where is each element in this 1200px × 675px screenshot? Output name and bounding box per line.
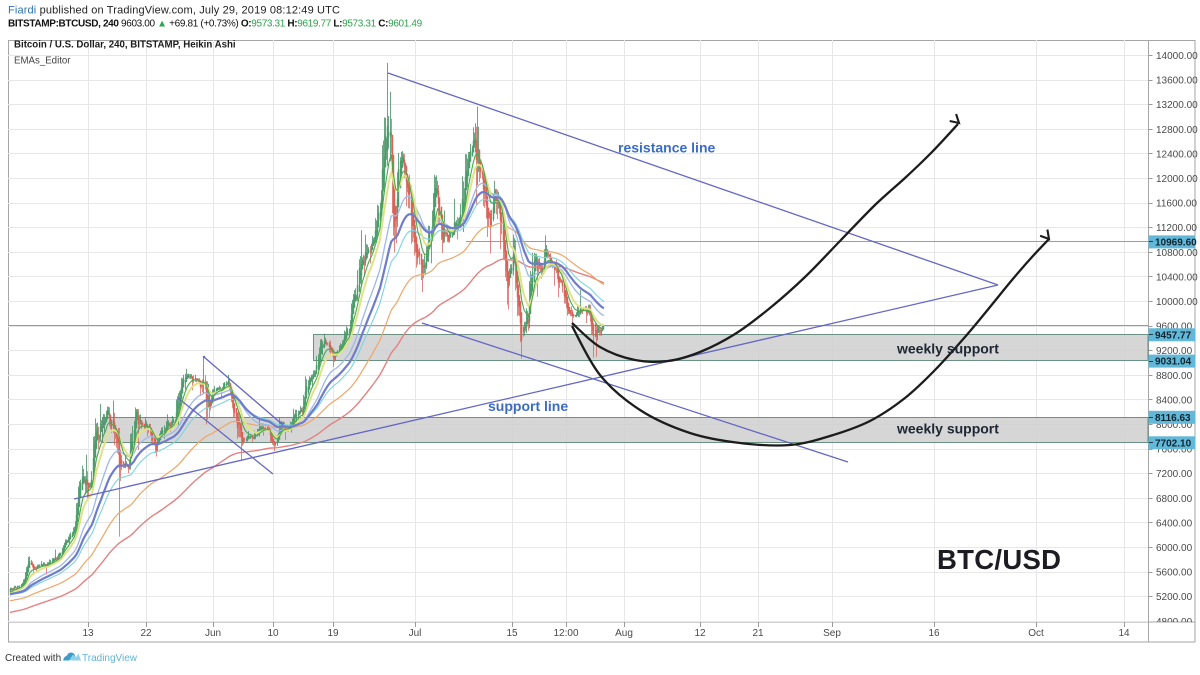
svg-text:16: 16	[928, 628, 940, 639]
svg-text:10000.00: 10000.00	[1156, 297, 1198, 308]
svg-text:BTC/USD: BTC/USD	[937, 544, 1061, 575]
svg-text:11600.00: 11600.00	[1156, 199, 1197, 210]
svg-text:Jun: Jun	[205, 628, 221, 639]
svg-text:6800.00: 6800.00	[1156, 494, 1193, 505]
svg-text:Oct: Oct	[1028, 628, 1044, 639]
svg-text:9600.00: 9600.00	[1156, 322, 1193, 333]
svg-text:7600.00: 7600.00	[1156, 445, 1193, 456]
svg-text:9457.77: 9457.77	[1155, 330, 1192, 341]
svg-text:Bitcoin / U.S. Dollar, 240, BI: Bitcoin / U.S. Dollar, 240, BITSTAMP, He…	[14, 40, 236, 51]
svg-text:weekly support: weekly support	[896, 421, 999, 437]
svg-text:10800.00: 10800.00	[1156, 248, 1198, 259]
svg-text:15: 15	[506, 628, 518, 639]
svg-text:9031.04: 9031.04	[1155, 357, 1192, 368]
svg-text:10400.00: 10400.00	[1156, 272, 1198, 283]
svg-text:14: 14	[1118, 628, 1130, 639]
svg-text:Sep: Sep	[823, 628, 841, 639]
svg-text:12000.00: 12000.00	[1156, 174, 1198, 185]
svg-text:12800.00: 12800.00	[1156, 125, 1198, 136]
svg-text:Created with: Created with	[5, 653, 61, 664]
svg-text:13600.00: 13600.00	[1156, 76, 1198, 87]
svg-text:6400.00: 6400.00	[1156, 518, 1193, 529]
svg-text:12: 12	[694, 628, 706, 639]
svg-text:Aug: Aug	[615, 628, 633, 639]
svg-text:10969.60: 10969.60	[1155, 237, 1197, 248]
svg-text:EMAs_Editor: EMAs_Editor	[14, 56, 71, 67]
svg-text:Jul: Jul	[409, 628, 422, 639]
svg-text:6000.00: 6000.00	[1156, 543, 1193, 554]
svg-text:8116.63: 8116.63	[1155, 413, 1191, 424]
svg-text:Fiardi published on TradingVie: Fiardi published on TradingView.com, Jul…	[8, 4, 340, 16]
svg-text:12:00: 12:00	[553, 628, 578, 639]
svg-text:5600.00: 5600.00	[1156, 568, 1193, 579]
svg-text:8000.00: 8000.00	[1156, 420, 1193, 431]
svg-text:10: 10	[267, 628, 279, 639]
svg-text:5200.00: 5200.00	[1156, 592, 1193, 603]
svg-text:22: 22	[140, 628, 152, 639]
svg-text:TradingView: TradingView	[82, 653, 138, 664]
svg-text:4800.00: 4800.00	[1156, 617, 1193, 628]
svg-text:resistance line: resistance line	[618, 140, 715, 156]
svg-text:14000.00: 14000.00	[1156, 51, 1198, 62]
svg-text:21: 21	[752, 628, 764, 639]
svg-text:13: 13	[82, 628, 94, 639]
svg-text:support line: support line	[488, 398, 568, 414]
svg-text:7200.00: 7200.00	[1156, 469, 1193, 480]
svg-text:12400.00: 12400.00	[1156, 149, 1198, 160]
svg-text:weekly support: weekly support	[896, 341, 999, 357]
svg-text:8400.00: 8400.00	[1156, 395, 1193, 406]
svg-text:8800.00: 8800.00	[1156, 371, 1193, 382]
svg-text:13200.00: 13200.00	[1156, 100, 1198, 111]
svg-text:BITSTAMP:BTCUSD, 240 9603.00 ▲: BITSTAMP:BTCUSD, 240 9603.00 ▲ +69.81 (+…	[8, 18, 423, 29]
svg-text:9200.00: 9200.00	[1156, 346, 1193, 357]
svg-text:19: 19	[327, 628, 339, 639]
svg-text:7702.10: 7702.10	[1155, 438, 1192, 449]
svg-text:11200.00: 11200.00	[1156, 223, 1197, 234]
